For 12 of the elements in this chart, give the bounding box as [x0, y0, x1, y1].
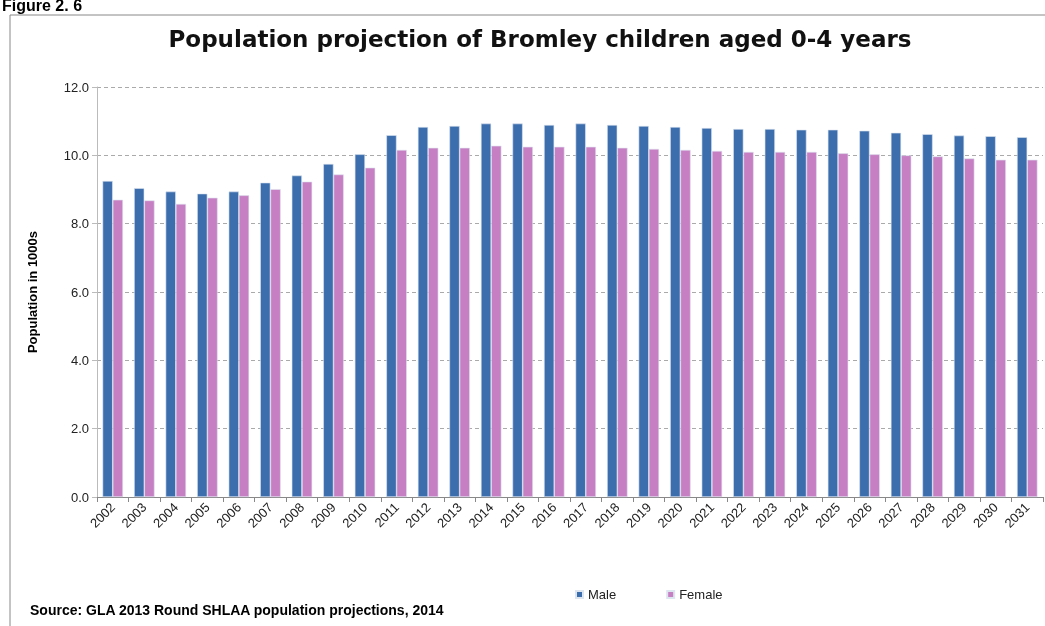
legend-label: Female — [679, 587, 723, 602]
y-axis-title: Population in 1000s — [25, 230, 40, 354]
y-tick-label: 6.0 — [70, 284, 89, 300]
y-tick-label: 0.0 — [70, 489, 89, 505]
y-tick-label: 8.0 — [70, 216, 89, 232]
y-tick-label: 10.0 — [63, 147, 89, 163]
chart-title: Population projection of Bromley children aged 0-4 years — [168, 25, 912, 52]
y-tick-label: 2.0 — [70, 421, 89, 437]
legend-label: Male — [588, 587, 617, 602]
source-note: Source: GLA 2013 Round SHLAA population projections, 2014 — [30, 602, 444, 618]
y-tick-label: 12.0 — [63, 79, 89, 95]
y-tick-label: 4.0 — [70, 352, 89, 368]
